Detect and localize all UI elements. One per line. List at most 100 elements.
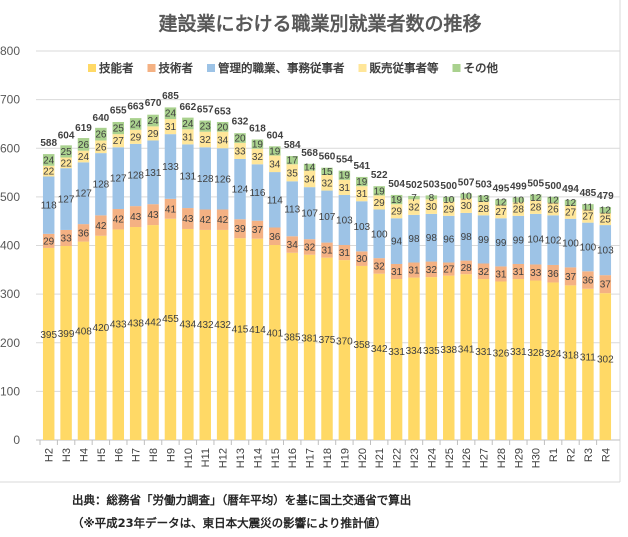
total-label: 662 [180, 102, 197, 113]
bar-segment [164, 134, 177, 199]
bar-segment [303, 170, 316, 188]
data-label: 414 [249, 325, 266, 336]
x-tick-label: H22 [392, 448, 404, 468]
data-label: 28 [461, 263, 473, 274]
bars: 3952911822245883993312722256044083612724… [40, 91, 614, 440]
data-label: 34 [217, 135, 229, 146]
data-label: 42 [95, 221, 107, 232]
bar-segment [60, 245, 72, 440]
total-label: 604 [266, 130, 283, 141]
legend-label: 技能者 [99, 61, 134, 75]
x-tick-label: H14 [252, 448, 264, 468]
bar-segment [443, 215, 455, 263]
data-label: 107 [301, 209, 318, 220]
bar-segment [60, 229, 72, 246]
bar-segment [95, 215, 107, 236]
bar-segment [269, 172, 281, 228]
legend-item: 技術者 [147, 61, 193, 75]
data-label: 10 [461, 191, 473, 202]
x-axis: H2 H3 H4 H5 H6 H7 H8 H9 H10 H11 H12 H13 H14 H15 H16 H17… [39, 440, 612, 468]
bar-segment [234, 219, 246, 239]
data-label: 42 [217, 215, 229, 226]
data-label: 358 [353, 340, 370, 351]
bar-group: 434 43 131 31 24 662 [180, 102, 197, 440]
data-label: 29 [391, 207, 403, 218]
data-label: 10 [443, 195, 455, 206]
data-label: 34 [287, 240, 299, 251]
bar-group: 442 43 131 29 24 670 [145, 98, 162, 440]
x-tick-label: H8 [148, 448, 160, 462]
legend: 技能者 技術者 管理的職業、事務従事者 販売従事者等 その他 [88, 61, 498, 75]
data-label: 12 [565, 198, 577, 209]
data-label: 30 [461, 201, 473, 212]
bar-segment [564, 205, 577, 219]
bar-segment [477, 279, 490, 440]
data-label: 42 [113, 215, 125, 226]
bar-segment [77, 138, 90, 151]
bar-segment [286, 164, 298, 182]
data-label: 31 [182, 132, 194, 143]
data-label: 26 [95, 142, 107, 153]
y-tick-label: 300 [0, 287, 20, 301]
data-label: 100 [371, 229, 388, 240]
total-label: 494 [562, 184, 579, 195]
x-tick-label: H25 [444, 448, 456, 468]
bar-segment [42, 176, 55, 234]
x-tick-label: H27 [479, 448, 491, 468]
bar-segment [234, 238, 246, 440]
data-label: 124 [232, 185, 249, 196]
bar-segment [199, 147, 211, 210]
bar-segment [182, 228, 194, 440]
data-label: 395 [40, 330, 57, 341]
total-label: 503 [423, 179, 440, 190]
x-tick-label: R1 [548, 448, 560, 462]
data-label: 302 [597, 355, 614, 366]
legend-swatch [207, 64, 215, 72]
data-label: 27 [495, 207, 507, 218]
bar-segment [216, 131, 229, 149]
bar-segment [356, 251, 368, 266]
total-label: 618 [249, 123, 266, 134]
bar-segment [547, 215, 559, 265]
data-label: 30 [356, 254, 368, 265]
total-label: 503 [475, 179, 492, 190]
data-label: 116 [249, 188, 265, 199]
data-label: 326 [493, 348, 510, 359]
data-label: 442 [145, 317, 162, 328]
bar-segment [599, 225, 612, 276]
data-label: 33 [530, 268, 542, 279]
total-label: 663 [127, 102, 144, 113]
data-label: 31 [495, 269, 507, 280]
bar-segment [182, 129, 194, 145]
legend-swatch [88, 64, 96, 72]
x-tick-label: H15 [270, 448, 282, 468]
data-label: 24 [182, 119, 194, 130]
data-label: 31 [356, 189, 368, 200]
bar-segment [582, 288, 594, 440]
bar-segment [216, 229, 229, 440]
total-label: 568 [301, 148, 318, 159]
bar-segment [373, 195, 385, 210]
bar-segment [495, 218, 507, 267]
y-tick-label: 700 [0, 93, 20, 107]
data-label: 331 [510, 347, 527, 358]
total-label: 500 [440, 181, 457, 192]
bar-segment [182, 144, 194, 209]
legend-item: 販売従事者等 [358, 61, 439, 75]
data-label: 103 [336, 215, 353, 226]
bar-segment [390, 263, 403, 280]
total-label: 504 [388, 179, 405, 190]
bar-segment [112, 147, 125, 210]
y-tick-label: 500 [0, 190, 20, 204]
bar-segment [356, 265, 368, 440]
data-label: 31 [321, 246, 333, 257]
bar-segment [199, 209, 211, 230]
data-label: 12 [600, 206, 612, 217]
x-tick-label: H4 [78, 448, 90, 462]
data-label: 127 [75, 189, 92, 200]
total-label: 479 [597, 191, 614, 202]
data-label: 420 [93, 323, 110, 334]
